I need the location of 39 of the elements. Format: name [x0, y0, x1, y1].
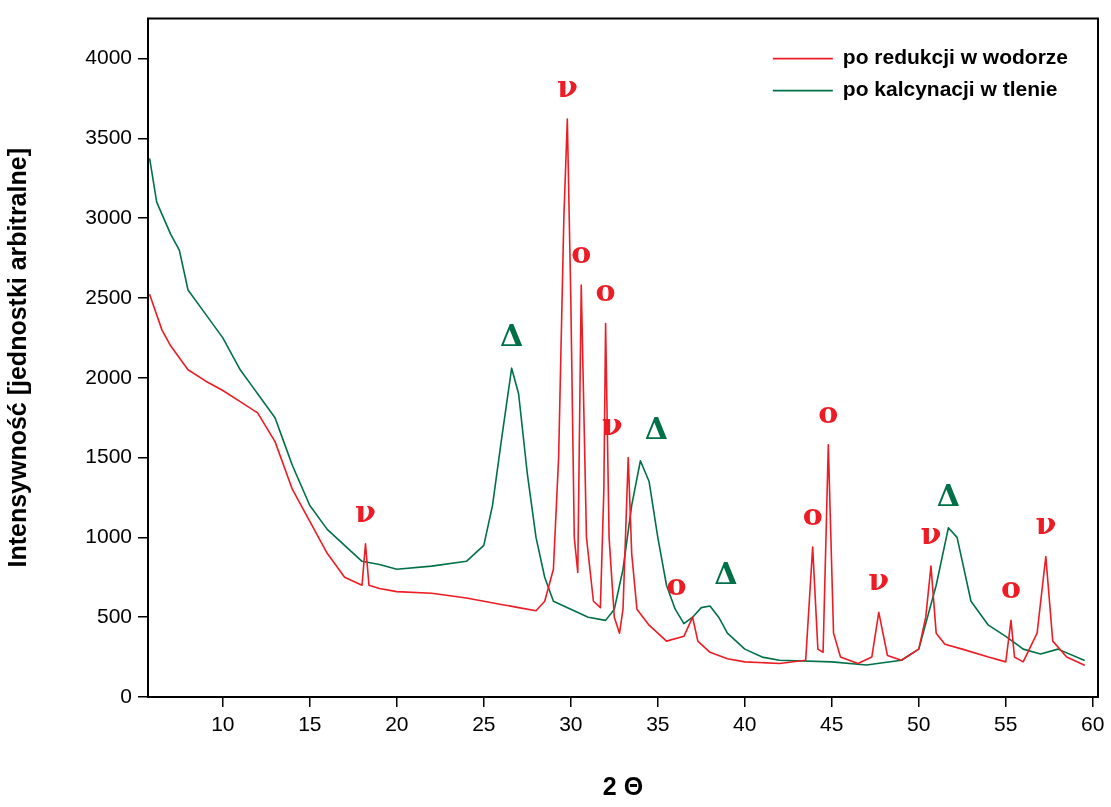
annotation: o — [571, 234, 592, 270]
y-tick-label: 0 — [120, 683, 132, 707]
x-tick-label: 35 — [646, 712, 670, 736]
y-axis-title: Intensywność [jednostki arbitralne] — [2, 148, 31, 568]
y-tick-label: 500 — [96, 603, 132, 627]
x-tick-label: 25 — [472, 712, 496, 736]
x-tick-label: 30 — [559, 712, 583, 736]
annotation: ν — [556, 68, 578, 104]
x-tick-label: 20 — [385, 712, 409, 736]
x-tick-label: 55 — [994, 712, 1018, 736]
y-tick-label: 1500 — [85, 444, 132, 468]
annotation: Δ — [714, 555, 738, 591]
annotation: Δ — [936, 477, 961, 513]
y-tick-label: 2000 — [85, 364, 132, 388]
y-tick-label: 2500 — [85, 284, 132, 308]
annotation: o — [818, 394, 839, 430]
x-tick-label: 15 — [298, 712, 322, 736]
y-tick-label: 3500 — [85, 125, 132, 149]
annotation: o — [666, 566, 687, 602]
annotation: ν — [355, 493, 376, 529]
annotation: Δ — [644, 410, 669, 446]
x-tick-label: 45 — [820, 712, 844, 736]
x-tick-label: 60 — [1081, 712, 1105, 736]
annotation: o — [1001, 570, 1022, 606]
legend-label: po redukcji w wodorze — [842, 45, 1069, 69]
y-tick-label: 4000 — [85, 45, 132, 69]
x-tick-label: 10 — [211, 712, 235, 736]
y-tick-label: 3000 — [85, 204, 132, 228]
x-tick-label: 40 — [733, 712, 757, 736]
annotation: Δ — [500, 317, 524, 353]
annotation: ν — [920, 515, 942, 551]
annotation: o — [595, 273, 616, 309]
annotation: ν — [1035, 506, 1057, 542]
x-tick-label: 50 — [907, 712, 931, 736]
x-axis-title: 2 Θ — [602, 771, 644, 800]
y-tick-label: 1000 — [85, 524, 132, 548]
legend-label: po kalcynacji w tlenie — [842, 77, 1058, 101]
annotation: ν — [868, 562, 890, 598]
annotation: o — [802, 496, 823, 532]
